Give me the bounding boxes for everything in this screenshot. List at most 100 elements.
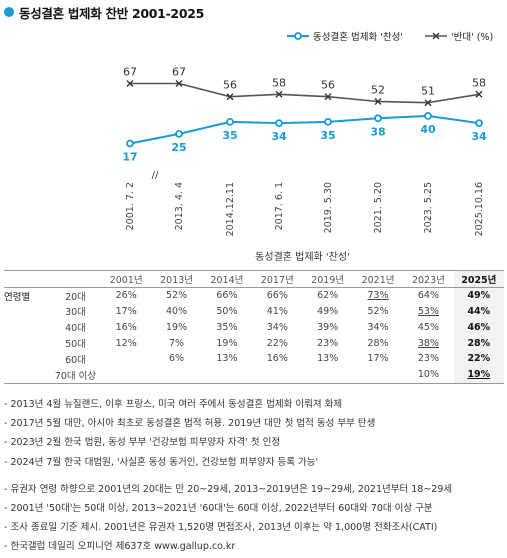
cell-value: 52% (166, 290, 188, 302)
note-line: - 한국갤럽 데일리 오피니언 제637호 www.gallup.co.kr (4, 541, 236, 553)
row-group-label (4, 319, 50, 335)
cell-value: 6% (169, 353, 185, 365)
oppose-value-label: 56 (223, 79, 237, 92)
table-cell: 13% (202, 351, 252, 367)
year-header: 2021년 (352, 270, 404, 288)
table-cell: 22% (252, 335, 302, 351)
title-bullet-icon (4, 7, 14, 17)
support-value-label: 34 (471, 130, 487, 143)
table-cell: 35% (202, 319, 252, 335)
table-cell: 23% (403, 351, 453, 367)
support-point (374, 114, 382, 123)
cell-value: 62% (317, 290, 339, 302)
table-cell: 12% (101, 335, 151, 351)
year-header: 2014년 (201, 270, 253, 288)
oppose-line (130, 82, 480, 104)
cell-value: 64% (417, 290, 439, 302)
year-header: 2013년 (151, 270, 202, 288)
table-cell: 41% (252, 304, 302, 320)
table-cell: 50% (202, 304, 252, 320)
table-cell: 40% (151, 304, 201, 320)
row-group-label: 연령별 (4, 291, 31, 303)
support-point (324, 118, 332, 126)
row-group-label (4, 366, 50, 384)
cell-value: 45% (417, 321, 439, 333)
row-label: 40대 (65, 323, 86, 335)
support-line (129, 114, 480, 145)
table-cell: 17% (101, 304, 151, 320)
table-cell: 19% (453, 366, 504, 384)
table-row: 60대 6% 13% 16% 13% 17% 23% 22% (4, 350, 504, 367)
cell-value: 22% (467, 353, 491, 365)
table-cell: 10% (403, 366, 454, 384)
row-group-label (4, 351, 50, 367)
legend-support-label: 동성결혼 법제화 '찬성' (313, 31, 403, 43)
table-cell: 23% (303, 335, 353, 351)
table-cell: 34% (252, 319, 302, 335)
table-cell: 34% (353, 319, 403, 335)
x-tick-label: 2013. 4. 4 (174, 182, 185, 230)
table-cell: 16% (252, 351, 302, 367)
cell-value: 13% (317, 353, 339, 365)
age-table-wrap: 동성결혼 법제화 '찬성' 2001년 2013년 2014년 2017년 2019년 20… (4, 240, 504, 384)
support-value-label: 34 (271, 130, 287, 143)
table-cell: 39% (303, 319, 353, 335)
table-cell: 22% (453, 350, 504, 367)
oppose-value-label: 67 (172, 66, 186, 79)
year-header: 2019년 (302, 270, 353, 288)
title-row: 동성결혼 법제화 찬반 2001-2025 (4, 3, 204, 21)
cell-value: 17% (367, 353, 389, 365)
cell-value: 10% (417, 369, 439, 381)
x-tick-label: 2001. 7. 2 (125, 182, 136, 230)
legend-oppose-label: '반대' (%) (451, 32, 493, 43)
cell-value: 73% (367, 290, 389, 302)
oppose-point (424, 99, 432, 107)
table-cell: 64% (403, 287, 453, 303)
oppose-point (374, 98, 382, 105)
cell-value: 13% (216, 353, 238, 365)
cell-value: 38% (417, 337, 439, 349)
oppose-value-label: 58 (472, 76, 486, 89)
cell-value: 44% (467, 305, 491, 317)
cell-value: 28% (467, 337, 491, 349)
axis-break-label: // (152, 170, 159, 181)
x-tick-label: 2017. 6. 1 (274, 182, 285, 230)
oppose-value-label: 52 (371, 84, 385, 97)
footnotes: - 2013년 4월 뉴질랜드, 이후 프랑스, 미국 여러 주에서 동성결혼 … (4, 395, 504, 557)
note-line: - 2023년 2월 한국 법원, 동성 부부 '건강보험 피부양자 자격' 첫… (4, 437, 281, 449)
table-cell: 7% (151, 335, 201, 351)
table-cell: 52% (151, 287, 201, 303)
table-cell: 17% (353, 351, 403, 367)
line-chart: // 17 25 35 34 35 38 40 34 67 67 56 58 56 52 51 58 2001. … (122, 31, 493, 236)
cell-value: 23% (317, 337, 339, 349)
cell-value: 19% (216, 337, 238, 349)
cell-value: 34% (367, 321, 389, 333)
note-line: - 2017년 5월 대만, 아시아 최초로 동성결혼 법적 허용. 2019년… (4, 418, 376, 430)
row-label: 20대 (65, 291, 86, 303)
table-row: 40대 16% 19% 35% 34% 39% 34% 45% 46% (4, 319, 504, 336)
table-cell: 49% (303, 304, 353, 320)
support-value-label: 35 (320, 129, 335, 142)
table-cell (352, 366, 404, 384)
cell-value: 66% (266, 290, 288, 302)
cell-value: 26% (115, 290, 137, 302)
oppose-point (275, 90, 283, 98)
oppose-value-label: 56 (321, 79, 335, 92)
table-row: 50대 12% 7% 19% 22% 23% 28% 38% 28% (4, 335, 504, 351)
cell-value: 39% (317, 321, 339, 333)
support-point (226, 118, 234, 126)
table-cell: 45% (403, 319, 453, 335)
x-tick-label: 2021. 5.20 (373, 182, 384, 233)
legend-oppose-marker (432, 32, 440, 40)
oppose-point (175, 80, 183, 87)
table-cell: 46% (453, 319, 504, 336)
note-line: - 2013년 4월 뉴질랜드, 이후 프랑스, 미국 여러 주에서 동성결혼 … (4, 399, 343, 410)
table-cell (151, 366, 202, 384)
cell-value: 28% (367, 337, 389, 349)
table-cell: 73% (353, 287, 403, 303)
table-cell (101, 366, 152, 384)
row-label: 30대 (65, 307, 86, 319)
table-cell: 66% (202, 287, 252, 303)
table-cell (101, 351, 151, 367)
cell-value: 41% (266, 305, 288, 317)
